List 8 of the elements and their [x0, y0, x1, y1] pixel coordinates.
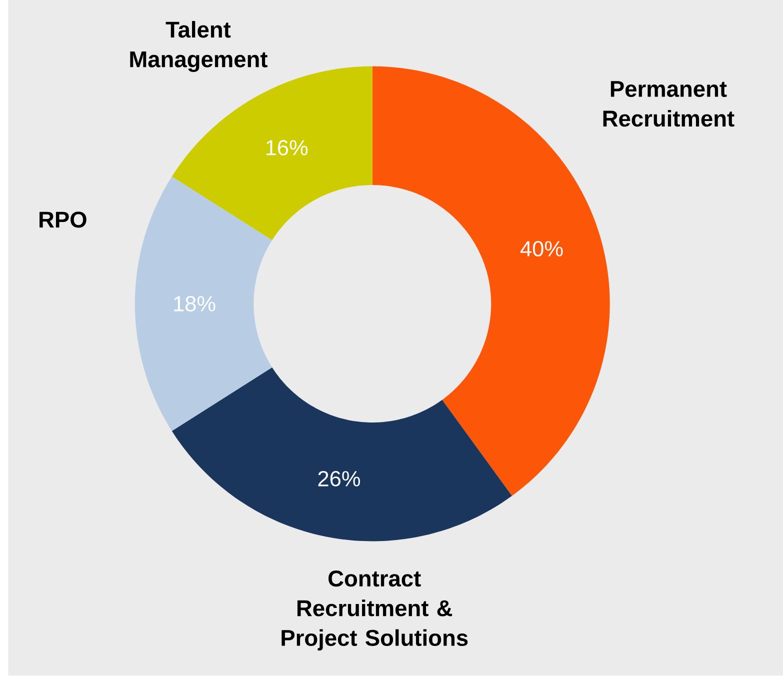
slice-label: Contract Recruitment & Project Solutions: [282, 570, 468, 651]
slice-label: RPO: [40, 212, 86, 228]
data-label: 16%: [266, 140, 308, 156]
slice-label: Talent Management: [130, 21, 268, 72]
slice-label: Permanent Recruitment: [603, 81, 734, 127]
data-label: 18%: [174, 296, 216, 312]
data-label: 26%: [318, 471, 360, 487]
data-label: 40%: [520, 241, 563, 257]
